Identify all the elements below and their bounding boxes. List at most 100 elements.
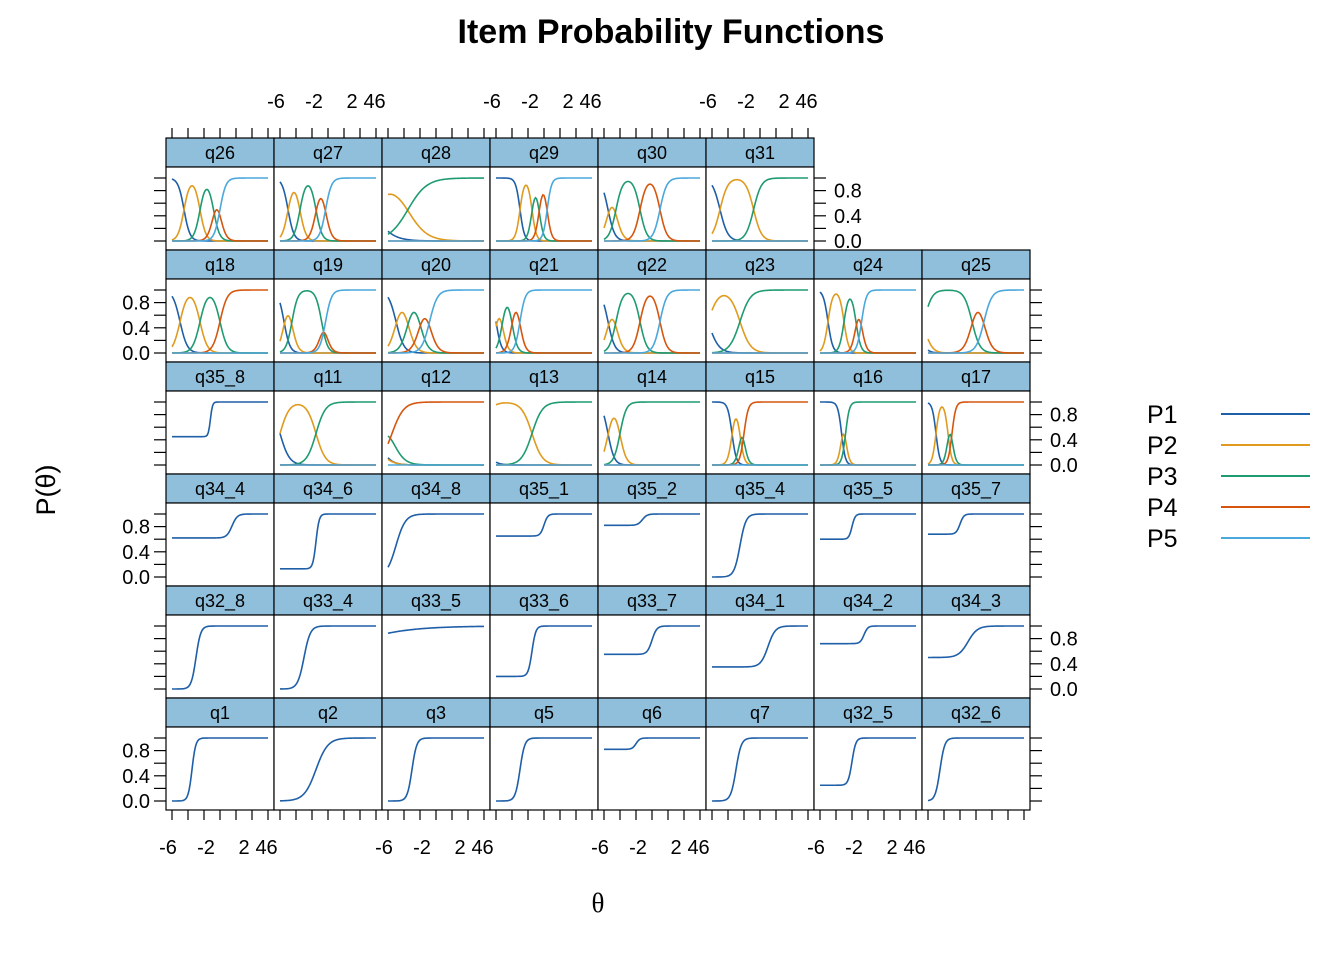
- panel-title: q16: [853, 367, 883, 387]
- panel-plot-area: [597, 614, 707, 699]
- panel-title: q12: [421, 367, 451, 387]
- curve-q35_1-p1: [496, 513, 592, 537]
- panel-title: q35_4: [735, 479, 785, 500]
- panel-q12: q12: [381, 361, 491, 475]
- curve-q17-p4: [928, 401, 1024, 466]
- panel-title: q18: [205, 255, 235, 275]
- panel-strip: [921, 473, 1031, 504]
- panel-strip: [381, 361, 491, 392]
- curve-q33_7-p1: [604, 625, 700, 656]
- curve-q6-p1: [604, 737, 700, 751]
- y-tick-label: 0.8: [122, 741, 150, 763]
- y-tick-label: 0.8: [834, 181, 862, 203]
- curve-q11-p3: [279, 401, 376, 466]
- panel-q33_7: q33_7: [597, 585, 707, 699]
- curve-q25-p5: [928, 289, 1024, 354]
- panel-plot-area: [921, 726, 1031, 811]
- curve-q32_5-p1: [820, 737, 916, 787]
- curve-q32_8-p1: [172, 625, 268, 690]
- curve-q34_2-p1: [820, 625, 916, 645]
- curve-q34_3-p1: [928, 625, 1024, 659]
- panel-q23: q23: [705, 249, 815, 363]
- panel-q34_4: q34_4: [165, 473, 275, 587]
- curve-q27-p5: [280, 177, 376, 242]
- panel-plot-area: [381, 278, 491, 363]
- legend-label: P3: [1147, 463, 1178, 491]
- curve-q5-p1: [496, 737, 592, 802]
- x-tick-label: -6: [699, 91, 717, 113]
- panel-strip: [165, 137, 275, 168]
- panel-q33_6: q33_6: [489, 585, 599, 699]
- x-tick-label: -6: [267, 91, 285, 113]
- panel-title: q35_5: [843, 479, 893, 500]
- x-tick-label: -2: [737, 91, 755, 113]
- panel-plot-area: [381, 502, 491, 587]
- panel-q5: q5: [489, 697, 599, 811]
- curve-q35_5-p1: [820, 513, 916, 540]
- y-tick-label: 0.8: [122, 517, 150, 539]
- y-tick-label: 0.0: [122, 791, 150, 813]
- y-tick-label: 0.0: [122, 567, 150, 589]
- y-tick-label: 0.8: [122, 293, 150, 315]
- panel-plot-area: [921, 614, 1031, 699]
- panel-q25: q25: [921, 249, 1031, 363]
- panel-strip: [921, 697, 1031, 728]
- x-tick-label: 4: [255, 837, 266, 859]
- panel-plot-area: [597, 726, 707, 811]
- panel-q31: q31: [705, 137, 815, 251]
- y-tick-label: 0.0: [122, 343, 150, 365]
- curve-q35_7-p1: [928, 513, 1024, 535]
- panel-q26: q26: [165, 137, 275, 251]
- x-tick-label: 4: [795, 91, 806, 113]
- x-tick-label: 4: [687, 837, 698, 859]
- panel-strip: [165, 473, 275, 504]
- panel-strip: [921, 361, 1031, 392]
- panel-q17: q17: [921, 361, 1031, 475]
- chart-title: Item Probability Functions: [458, 13, 885, 51]
- panel-title: q27: [313, 143, 343, 163]
- panel-plot-area: [273, 390, 383, 475]
- panel-plot-area: [489, 278, 599, 363]
- curve-q35_2-p1: [604, 513, 700, 527]
- panel-strip: [813, 361, 923, 392]
- x-tick-label: 2: [670, 837, 681, 859]
- x-tick-label: 4: [903, 837, 914, 859]
- panel-q16: q16: [813, 361, 923, 475]
- panel-title: q31: [745, 143, 775, 163]
- panel-title: q24: [853, 255, 883, 275]
- panel-title: q35_7: [951, 479, 1001, 500]
- panel-plot-area: [165, 614, 275, 699]
- panel-title: q33_5: [411, 591, 461, 612]
- panel-q32_8: q32_8: [165, 585, 275, 699]
- y-tick-label: 0.4: [1050, 654, 1078, 676]
- y-tick-label: 0.0: [1050, 455, 1078, 477]
- panel-title: q32_5: [843, 703, 893, 724]
- panel-title: q15: [745, 367, 775, 387]
- curve-q34_1-p1: [712, 625, 808, 668]
- panel-title: q33_7: [627, 591, 677, 612]
- curve-q35_4-p1: [711, 513, 808, 578]
- x-tick-label: -6: [807, 837, 825, 859]
- x-tick-label: 4: [579, 91, 590, 113]
- panel-title: q22: [637, 255, 667, 275]
- panel-plot-area: [489, 166, 599, 251]
- panel-plot-area: [705, 390, 815, 475]
- panel-strip: [489, 361, 599, 392]
- x-tick-label: 2: [454, 837, 465, 859]
- panel-title: q29: [529, 143, 559, 163]
- legend-label: P1: [1147, 401, 1178, 429]
- x-tick-label: 6: [914, 837, 925, 859]
- panel-q22: q22: [597, 249, 707, 363]
- panel-title: q33_6: [519, 591, 569, 612]
- panel-plot-area: [165, 726, 275, 811]
- panel-q6: q6: [597, 697, 707, 811]
- panel-q18: q18: [165, 249, 275, 363]
- curve-q34_8-p1: [387, 513, 484, 568]
- panel-q34_3: q34_3: [921, 585, 1031, 699]
- panel-strip: [705, 249, 815, 280]
- panel-strip: [381, 697, 491, 728]
- x-tick-label: 6: [374, 91, 385, 113]
- curve-q34_4-p1: [172, 513, 268, 539]
- legend-label: P4: [1147, 494, 1178, 522]
- legend-label: P5: [1147, 525, 1178, 553]
